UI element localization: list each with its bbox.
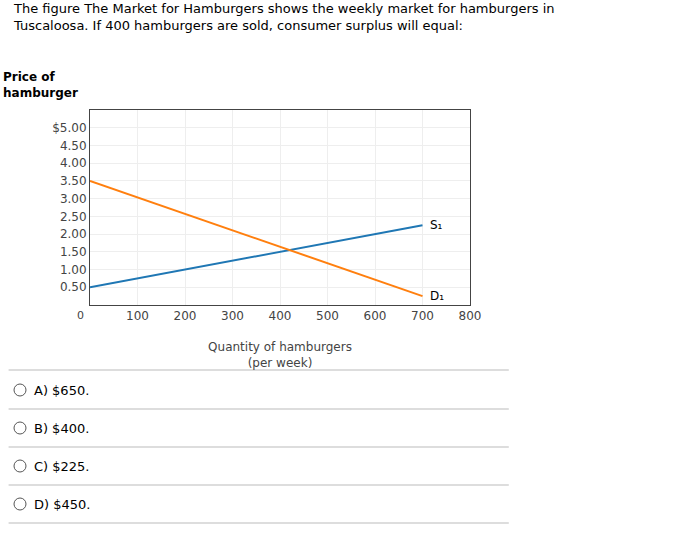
svg-text:S₁: S₁ (430, 218, 443, 232)
svg-text:0: 0 (77, 309, 84, 322)
svg-text:3.00: 3.00 (60, 192, 87, 206)
svg-text:700: 700 (411, 309, 434, 323)
svg-text:1.00: 1.00 (60, 263, 87, 277)
svg-text:Price ofhamburger: Price ofhamburger (3, 70, 78, 100)
svg-text:$5.00: $5.00 (52, 121, 86, 135)
svg-text:The figure The Market for Hamb: The figure The Market for Hamburgers sho… (13, 1, 555, 33)
svg-text:C) $225.: C) $225. (34, 459, 90, 474)
svg-text:4.00: 4.00 (60, 156, 87, 170)
svg-text:B) $400.: B) $400. (34, 421, 89, 436)
svg-text:2.50: 2.50 (60, 210, 87, 224)
svg-text:400: 400 (269, 309, 292, 323)
svg-text:200: 200 (174, 309, 197, 323)
svg-text:100: 100 (126, 309, 149, 323)
svg-text:D₁: D₁ (430, 289, 444, 303)
svg-text:500: 500 (316, 309, 339, 323)
svg-text:Quantity of hamburgers(per wee: Quantity of hamburgers(per week) (208, 340, 352, 370)
svg-text:3.50: 3.50 (60, 174, 87, 188)
svg-text:4.50: 4.50 (60, 139, 87, 153)
svg-text:2.00: 2.00 (60, 227, 87, 241)
svg-text:0.50: 0.50 (60, 280, 87, 294)
svg-text:1.50: 1.50 (60, 245, 87, 259)
svg-text:A) $650.: A) $650. (34, 383, 89, 398)
svg-text:600: 600 (364, 309, 387, 323)
svg-text:800: 800 (459, 309, 482, 323)
svg-text:300: 300 (221, 309, 244, 323)
svg-text:D) $450.: D) $450. (34, 497, 90, 512)
